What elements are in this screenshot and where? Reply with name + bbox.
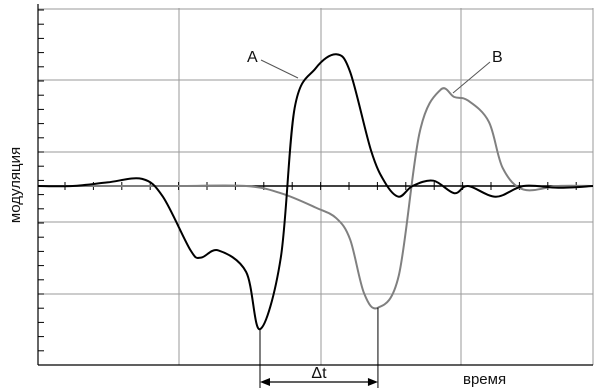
- axes: [37, 4, 593, 366]
- series-b-line: [38, 87, 594, 310]
- grid: [38, 8, 594, 365]
- x-axis-label: время: [463, 371, 506, 388]
- series-layer: [37, 53, 594, 331]
- label-a: A: [247, 49, 258, 66]
- delta-t-arrowhead-right: [367, 378, 378, 386]
- y-axis-label: модуляция: [7, 147, 24, 223]
- annotations: A B Δt: [247, 49, 503, 388]
- label-a-leader: [260, 59, 299, 79]
- label-b-leader: [452, 61, 491, 94]
- series-a-line: [37, 53, 594, 331]
- delta-t-label: Δt: [311, 365, 327, 382]
- label-b: B: [492, 49, 503, 66]
- delta-t-arrowhead-left: [260, 378, 270, 386]
